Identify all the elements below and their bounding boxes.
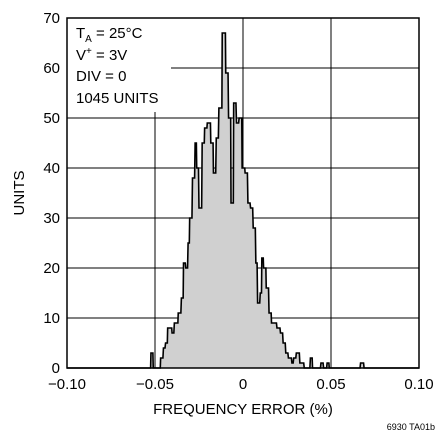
- histogram-outline: [67, 32, 419, 369]
- x-tick-label: 0.05: [316, 376, 345, 393]
- annotation-box: TA = 25°C V+ = 3V DIV = 0 1045 UNITS: [76, 25, 159, 107]
- plot-frame: [66, 17, 420, 369]
- x-tick-label: −0.10: [48, 376, 86, 393]
- histogram-fill: [67, 33, 419, 368]
- y-tick-label: 30: [43, 210, 60, 227]
- y-tick-label: 0: [52, 360, 60, 377]
- annotation-temp-subscript: A: [85, 34, 92, 45]
- y-tick-label: 20: [43, 260, 60, 277]
- annotation-temperature: TA = 25°C: [76, 25, 143, 45]
- annotation-div: DIV = 0: [76, 68, 126, 85]
- x-tick-label: 0: [239, 376, 247, 393]
- x-tick-label: 0.10: [404, 376, 433, 393]
- x-tick-labels: −0.10 −0.05 0 0.05 0.10: [48, 376, 434, 393]
- annotation-supply: V+ = 3V: [76, 46, 127, 64]
- annotation-units: 1045 UNITS: [76, 90, 159, 107]
- y-tick-label: 50: [43, 110, 60, 127]
- x-tick-label: −0.05: [136, 376, 174, 393]
- annotation-supply-superscript: +: [86, 46, 92, 57]
- y-tick-label: 40: [43, 160, 60, 177]
- y-tick-label: 10: [43, 310, 60, 327]
- y-tick-label: 60: [43, 60, 60, 77]
- y-axis-label: UNITS: [11, 171, 28, 216]
- histogram-layer: [67, 32, 419, 369]
- figure-id: 6930 TA01b: [387, 422, 435, 432]
- annotation-temp-symbol: T: [76, 25, 85, 42]
- annotation-supply-value: = 3V: [92, 47, 127, 64]
- annotation-backdrop: [67, 12, 171, 112]
- annotation-temp-value: = 25°C: [92, 25, 143, 42]
- y-tick-labels: 0 10 20 30 40 50 60 70: [43, 10, 60, 377]
- annotation-supply-symbol: V: [76, 47, 86, 64]
- x-axis-label: FREQUENCY ERROR (%): [153, 401, 333, 418]
- y-tick-label: 70: [43, 10, 60, 27]
